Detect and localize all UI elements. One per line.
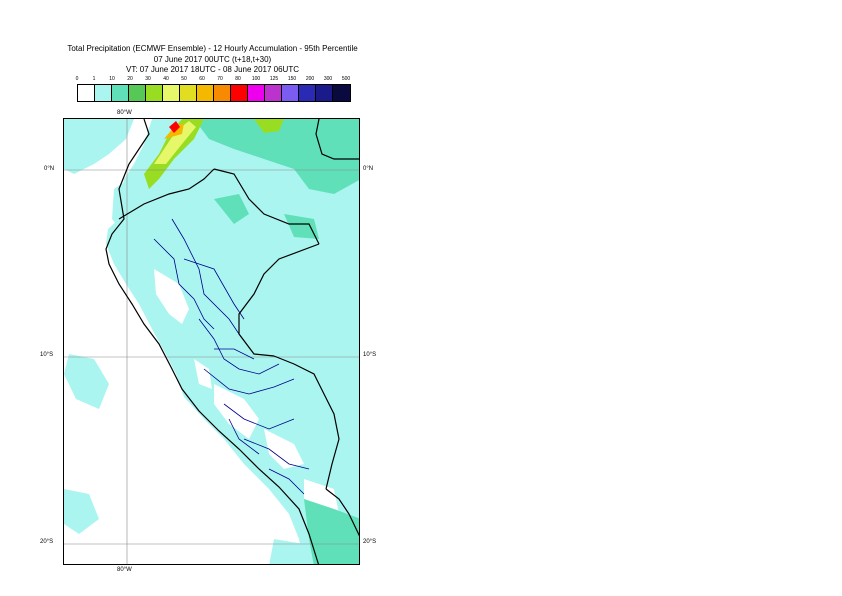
valid-time: VT: 07 June 2017 18UTC - 08 June 2017 06… — [126, 65, 299, 74]
legend-label: 50 — [181, 76, 187, 82]
heavy-precip — [144, 119, 284, 189]
legend-swatch — [248, 85, 265, 101]
precipitation-map — [64, 119, 359, 564]
legend-swatch — [333, 85, 350, 101]
legend-swatch — [146, 85, 163, 101]
legend-swatch — [214, 85, 231, 101]
legend-swatch — [316, 85, 333, 101]
legend-swatch — [299, 85, 316, 101]
moderate-precip — [194, 119, 359, 564]
legend-label: 100 — [251, 76, 261, 82]
legend-label: 10 — [109, 76, 115, 82]
legend-label: 40 — [163, 76, 169, 82]
legend-label: 80 — [235, 76, 241, 82]
legend-swatch — [180, 85, 197, 101]
legend-label: 60 — [199, 76, 205, 82]
map-title: Total Precipitation (ECMWF Ensemble) - 1… — [67, 44, 358, 53]
legend-swatch — [231, 85, 248, 101]
country-borders — [105, 119, 359, 564]
legend-swatch — [197, 85, 214, 101]
legend-label: 1 — [92, 76, 96, 82]
legend-swatch — [282, 85, 299, 101]
legend-label: 0 — [75, 76, 79, 82]
lat-label-right: 10°S — [363, 352, 377, 358]
legend-labels: 0 1 10 20 30 40 50 60 70 80 100 125 150 … — [75, 76, 351, 85]
legend-label: 30 — [145, 76, 151, 82]
legend-label: 300 — [323, 76, 333, 82]
region-boundaries — [153, 218, 310, 495]
legend-swatch — [163, 85, 180, 101]
lat-label-right: 20°S — [363, 539, 377, 545]
lat-label-right: 0°N — [363, 166, 374, 172]
legend-label: 70 — [217, 76, 223, 82]
legend-label: 200 — [305, 76, 315, 82]
lon-label-bottom: 80°W — [117, 567, 132, 573]
lat-label-left: 0°N — [44, 166, 55, 172]
forecast-base-time: 07 June 2017 00UTC (t+18,t+30) — [153, 55, 272, 64]
legend-label: 150 — [287, 76, 297, 82]
color-legend — [77, 84, 351, 102]
lon-label-top: 80°W — [117, 110, 132, 116]
map-panel — [63, 118, 360, 565]
lat-label-left: 20°S — [40, 539, 54, 545]
lat-label-left: 10°S — [40, 352, 54, 358]
legend-swatch — [265, 85, 282, 101]
legend-swatch — [95, 85, 112, 101]
legend-swatch — [78, 85, 95, 101]
legend-label: 500 — [341, 76, 351, 82]
legend-swatch — [112, 85, 129, 101]
legend-label: 20 — [127, 76, 133, 82]
legend-label: 125 — [269, 76, 279, 82]
legend-swatch — [129, 85, 146, 101]
